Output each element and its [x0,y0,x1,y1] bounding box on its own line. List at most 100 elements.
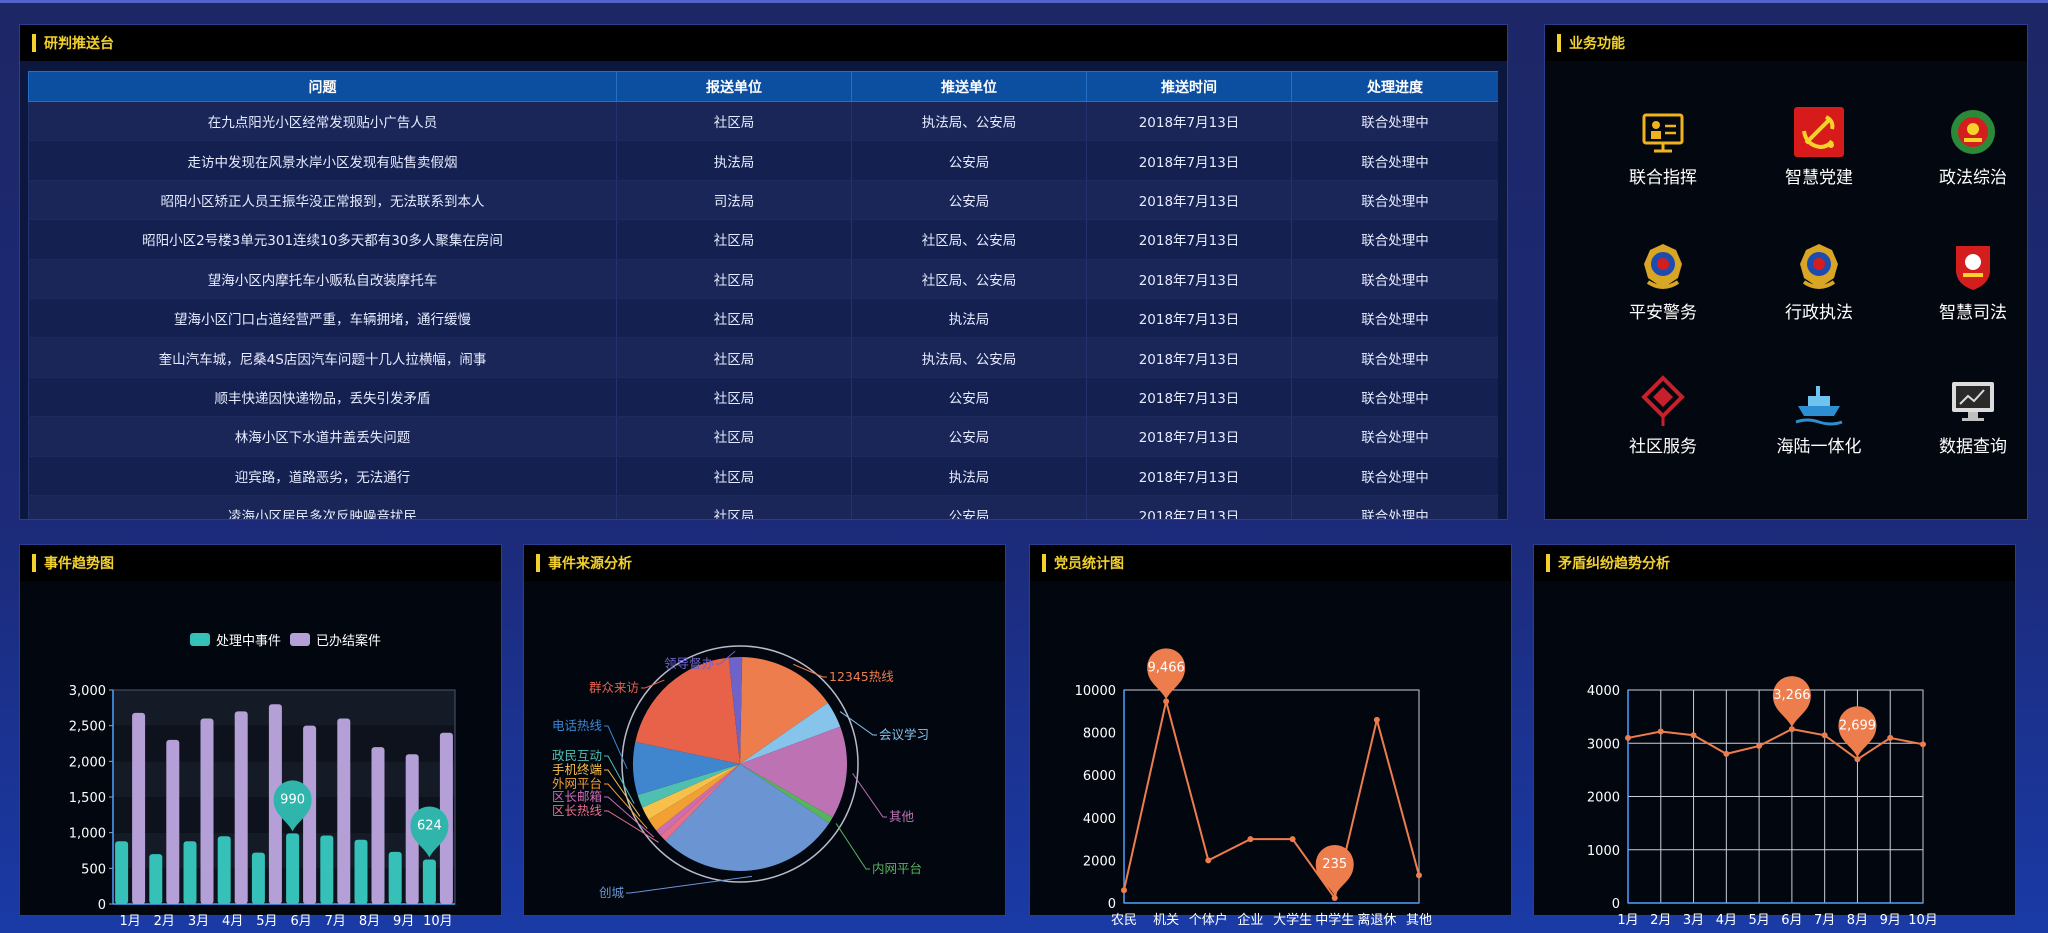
pie-slice[interactable] [740,764,833,824]
plot-band [113,725,455,762]
bar-closed[interactable] [166,739,180,904]
data-point[interactable] [1756,742,1763,749]
func-sea-land[interactable]: 海陆一体化 [1754,374,1884,457]
legend-item[interactable]: 已办结案件 [290,633,381,649]
bar-processing[interactable] [251,852,265,904]
data-point[interactable] [1887,734,1894,741]
y-tick-label: 1000 [1587,844,1620,859]
legend-label: 已办结案件 [316,634,381,649]
data-point[interactable] [1205,857,1212,864]
pie-slice[interactable] [635,657,740,764]
data-point[interactable] [1373,716,1380,723]
pie-leader-line [641,679,665,689]
data-point[interactable] [1121,887,1127,894]
func-data-query[interactable]: 数据查询 [1908,374,2038,457]
table-row[interactable]: 凌海小区居民多次反映噪音扰民 社区局 公安局 2018年7月13日 联合处理中 [28,495,1498,519]
bar-closed[interactable] [200,718,214,904]
data-point[interactable] [1854,756,1861,763]
bar-processing[interactable] [183,841,197,904]
pie-slice[interactable] [740,702,841,764]
y-tick-label: 0 [1108,897,1116,912]
data-point[interactable] [1690,732,1697,739]
table-cell: 奎山汽车城，尼桑4S店因汽车问题十几人拉横幅，闹事 [28,337,617,378]
table-cell: 2018年7月13日 [1086,298,1292,339]
title-accent-bar [32,34,36,52]
table-row[interactable]: 昭阳小区矫正人员王振华没正常报到，无法联系到本人 司法局 公安局 2018年7月13日… [28,180,1498,221]
data-line [1627,728,1924,761]
bar-processing[interactable] [422,859,436,904]
data-point[interactable] [1625,734,1631,741]
table-cell: 联合处理中 [1291,259,1498,299]
table-row[interactable]: 奎山汽车城，尼桑4S店因汽车问题十几人拉横幅，闹事 社区局 执法局、公安局 2018年… [28,337,1498,378]
table-cell: 联合处理中 [1291,140,1498,181]
enforcement-badge-icon [1800,244,1838,289]
data-point[interactable] [1657,728,1664,735]
pie-slice[interactable] [660,764,740,841]
function-label: 平安警务 [1629,303,1697,323]
func-safe-police[interactable]: 平安警务 [1598,240,1728,323]
value-marker: 3,266 [1772,676,1811,728]
police-badge-icon [1644,244,1682,289]
pie-slice[interactable] [633,741,740,796]
legend-item[interactable]: 处理中事件 [190,633,281,649]
pie-leader-line [604,725,628,770]
data-point[interactable] [1920,741,1926,748]
data-line [1123,701,1420,901]
bar-processing[interactable] [286,833,300,904]
data-point[interactable] [1163,698,1170,705]
func-joint-command[interactable]: 联合指挥 [1598,105,1728,188]
panel-title: 业务功能 [1569,36,1625,52]
pie-slice[interactable] [656,764,740,836]
func-admin-enforcement[interactable]: 行政执法 [1754,240,1884,323]
table-row[interactable]: 在九点阳光小区经常发现贴小广告人员 社区局 执法局、公安局 2018年7月13日 联合处… [28,101,1498,142]
panel-title: 党员统计图 [1054,556,1124,572]
table-cell: 社区局、公安局 [851,259,1087,299]
table-row[interactable]: 迎宾路，道路恶劣，无法通行 社区局 执法局 2018年7月13日 联合处理中 [28,456,1498,496]
func-politics-law[interactable]: 政法综治 [1908,105,2038,188]
data-point[interactable] [1247,836,1254,843]
table-row[interactable]: 望海小区门口占道经营严重，车辆拥堵，通行缓慢 社区局 执法局 2018年7月13日 联合… [28,298,1498,339]
bar-processing[interactable] [149,854,163,904]
bar-processing[interactable] [354,839,368,904]
bar-processing[interactable] [115,841,129,904]
x-tick-label: 6月 [1781,913,1802,928]
bar-closed[interactable] [337,718,351,904]
table-row[interactable]: 林海小区下水道井盖丢失问题 社区局 公安局 2018年7月13日 联合处理中 [28,416,1498,457]
func-smart-party[interactable]: 智慧党建 [1754,105,1884,188]
table-row[interactable]: 昭阳小区2号楼3单元301连续10多天都有30多人聚集在房间 社区局 社区局、公安局… [28,219,1498,260]
func-smart-justice[interactable]: 智慧司法 [1908,240,2038,323]
x-tick-label: 离退休 [1357,912,1396,928]
table-scroll-area[interactable]: 问题 报送单位 推送单位 推送时间 处理进度 在九点阳光小区经常发现贴小广告人员 社区局执… [28,71,1498,519]
pie-slice[interactable] [740,657,828,764]
table-cell: 顺丰快递因快递物品，丢失引发矛盾 [28,377,617,418]
x-tick-label: 4月 [222,914,243,929]
table-row[interactable]: 顺丰快递因快递物品，丢失引发矛盾 社区局 公安局 2018年7月13日 联合处理中 [28,377,1498,418]
data-point[interactable] [1821,732,1828,739]
bar-processing[interactable] [217,836,231,904]
pie-slice[interactable] [637,764,740,808]
pie-slice[interactable] [665,764,830,871]
func-community-service[interactable]: 社区服务 [1598,374,1728,457]
bar-closed[interactable] [234,711,248,904]
table-cell: 2018年7月13日 [1086,495,1292,519]
pie-label: 政民互动 [552,748,602,763]
data-point[interactable] [1723,750,1730,757]
data-point[interactable] [1788,726,1795,733]
pie-slice[interactable] [642,764,740,820]
bar-closed[interactable] [371,747,385,904]
x-tick-label: 5月 [1748,913,1769,928]
pie-slice[interactable] [728,657,743,764]
bar-closed[interactable] [303,725,317,904]
data-point[interactable] [1331,894,1338,901]
table-cell: 联合处理中 [1291,495,1498,519]
pie-slice[interactable] [648,764,740,831]
bar-processing[interactable] [388,851,402,904]
bar-closed[interactable] [132,712,146,904]
pie-slice[interactable] [740,726,847,818]
table-row[interactable]: 走访中发现在风景水岸小区发现有贴售卖假烟 执法局 公安局 2018年7月13日 联合处理… [28,140,1498,181]
table-row[interactable]: 望海小区内摩托车小贩私自改装摩托车 社区局 社区局、公安局 2018年7月13日 联合处… [28,259,1498,299]
data-point[interactable] [1416,872,1422,879]
bar-processing[interactable] [320,835,334,904]
data-point[interactable] [1289,836,1296,843]
